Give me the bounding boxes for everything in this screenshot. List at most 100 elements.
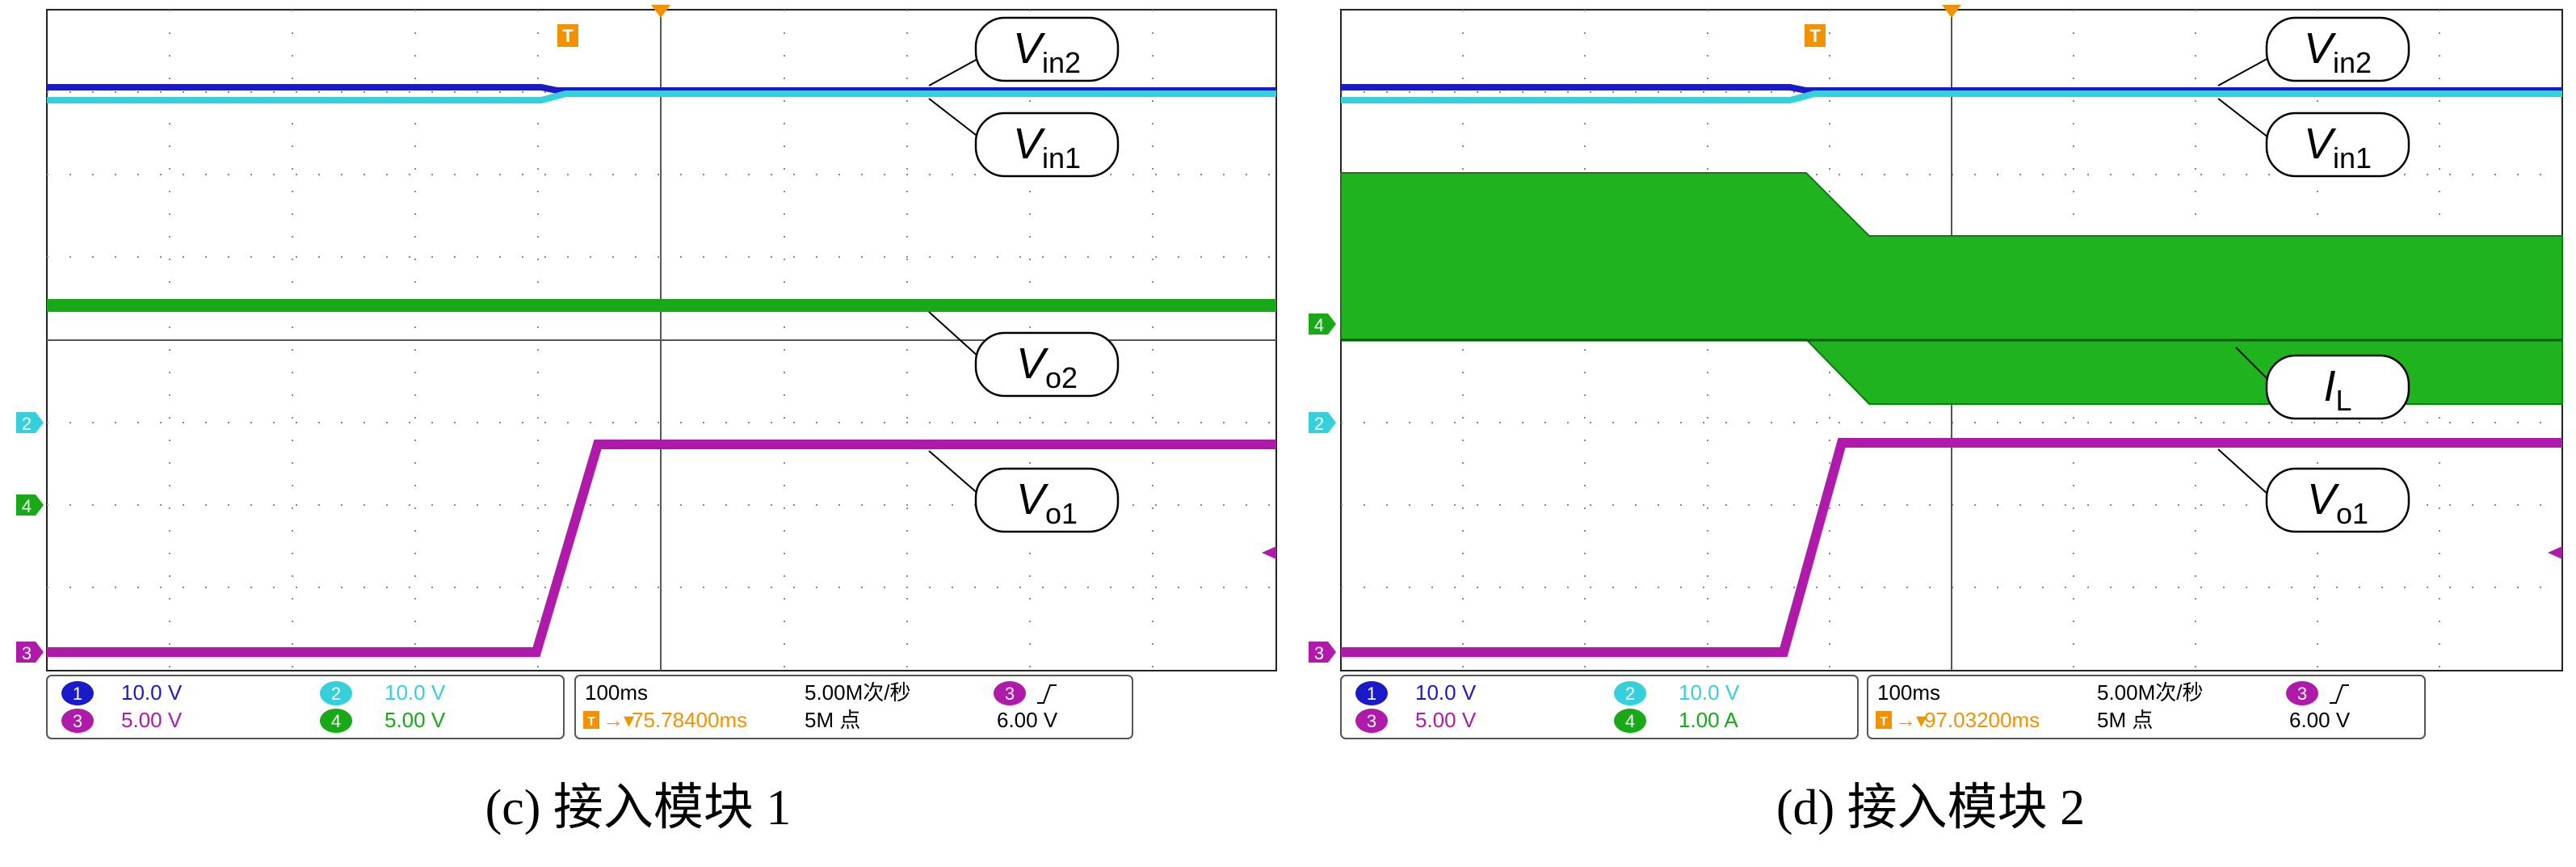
trace-label-il: IL	[2265, 354, 2410, 420]
svg-text:4: 4	[1314, 315, 1324, 335]
trace-label-vo1: Vo1	[2265, 467, 2410, 533]
ground-marker-3: 3	[1309, 642, 1336, 663]
trace-vo1	[1341, 438, 2562, 657]
svg-text:3: 3	[1005, 684, 1015, 704]
svg-text:10.0 V: 10.0 V	[385, 680, 446, 705]
svg-text:Vo1: Vo1	[2307, 475, 2368, 530]
acquisition-readout	[1867, 675, 2426, 739]
svg-text:T: T	[1880, 715, 1888, 729]
trace-vin2	[47, 84, 1276, 94]
record-length: 5M 点	[2097, 708, 2153, 732]
caption-c: (c) 接入模块 1	[485, 781, 792, 835]
trigger-center-marker	[651, 5, 670, 18]
svg-text:5.00 V: 5.00 V	[1415, 708, 1477, 732]
svg-text:Vin1: Vin1	[1013, 120, 1081, 175]
trigger-center-marker	[1942, 5, 1961, 18]
channel-3-readout: 3 5.00 V	[61, 708, 183, 733]
trace-label-vo2: Vo2	[974, 331, 1120, 398]
trace-label-vin2: Vin2	[2265, 16, 2410, 82]
svg-text:→▾: →▾	[1895, 708, 1927, 732]
acquisition-readout	[574, 675, 1133, 739]
rising-edge-icon	[1037, 684, 1057, 704]
ground-marker-4: 4	[16, 495, 44, 516]
trigger-level: 6.00 V	[2289, 708, 2351, 732]
svg-text:Vin2: Vin2	[2304, 24, 2372, 79]
sample-rate: 5.00M次/秒	[805, 680, 911, 705]
ground-marker-2: 2	[16, 412, 44, 434]
record-length: 5M 点	[805, 708, 860, 732]
channel-readout	[1340, 675, 1859, 739]
svg-text:4: 4	[22, 496, 32, 516]
caption-d: (d) 接入模块 2	[1775, 781, 2086, 835]
trigger-level: 6.00 V	[997, 708, 1058, 732]
trace-vo1	[47, 440, 1276, 657]
svg-text:4: 4	[331, 711, 341, 731]
grid	[47, 10, 1276, 671]
trigger-position-readout: T →▾ 97.03200ms	[1876, 708, 2040, 732]
svg-text:3: 3	[1367, 711, 1376, 731]
scope-panel-c: T 2 4 3 Vin2 Vin1 Vo2 Vo1 1	[0, 0, 1284, 764]
trigger-level-marker	[1262, 546, 1276, 559]
svg-text:1.00 A: 1.00 A	[1679, 708, 1738, 732]
svg-text:4: 4	[1625, 711, 1635, 731]
timebase: 100ms	[585, 680, 648, 705]
svg-text:T: T	[1809, 26, 1821, 46]
trace-vin2	[1341, 84, 2562, 94]
trigger-channel-readout: 3	[2286, 681, 2349, 705]
svg-text:Vin2: Vin2	[1013, 24, 1081, 79]
channel-3-readout: 3 5.00 V	[1355, 708, 1477, 733]
svg-text:1: 1	[1367, 684, 1376, 704]
trigger-channel-readout: 3	[994, 681, 1057, 705]
svg-text:→▾: →▾	[603, 708, 634, 732]
svg-text:5.00 V: 5.00 V	[121, 708, 183, 732]
svg-text:10.0 V: 10.0 V	[1679, 680, 1740, 705]
channel-2-readout: 2 10.0 V	[320, 680, 446, 705]
svg-text:T: T	[587, 715, 595, 729]
svg-text:75.78400ms: 75.78400ms	[632, 708, 747, 732]
svg-text:10.0 V: 10.0 V	[121, 680, 183, 705]
scope-screen-d: T 4 2 3 Vin2 Vin1 IL Vo1 1 10.0 V	[1309, 5, 2563, 739]
trace-label-vin1: Vin1	[974, 112, 1120, 178]
ground-marker-2: 2	[1309, 412, 1336, 434]
trigger-position-marker: T	[1805, 24, 1826, 47]
svg-text:3: 3	[2297, 684, 2307, 704]
rising-edge-icon	[2330, 684, 2349, 704]
svg-text:3: 3	[1314, 643, 1324, 663]
channel-readout	[46, 675, 565, 739]
svg-text:T: T	[562, 26, 574, 46]
svg-text:2: 2	[331, 684, 341, 704]
ground-marker-4: 4	[1309, 314, 1336, 335]
svg-text:5.00 V: 5.00 V	[385, 708, 446, 732]
svg-text:Vin1: Vin1	[2304, 120, 2372, 175]
trigger-level-marker	[2548, 546, 2562, 559]
svg-text:Vo2: Vo2	[1016, 339, 1078, 394]
trigger-position-marker: T	[557, 24, 578, 47]
sample-rate: 5.00M次/秒	[2097, 680, 2204, 705]
svg-text:2: 2	[1314, 414, 1324, 434]
channel-1-readout: 1 10.0 V	[61, 680, 183, 705]
svg-text:3: 3	[73, 711, 82, 731]
ground-marker-3: 3	[16, 642, 44, 663]
svg-text:Vo1: Vo1	[1016, 475, 1078, 530]
trace-label-vin2: Vin2	[974, 16, 1120, 82]
callout-leaders	[928, 57, 980, 495]
trigger-position-readout: T →▾ 75.78400ms	[583, 708, 747, 732]
channel-4-readout: 4 5.00 V	[320, 708, 446, 733]
channel-1-readout: 1 10.0 V	[1355, 680, 1477, 705]
scope-screen-c: T 2 4 3 Vin2 Vin1 Vo2 Vo1 1	[16, 5, 1277, 739]
channel-4-readout: 4 1.00 A	[1614, 708, 1738, 733]
trace-label-vo1: Vo1	[974, 467, 1120, 533]
svg-text:3: 3	[22, 643, 32, 663]
svg-text:1: 1	[73, 684, 82, 704]
timebase: 100ms	[1877, 680, 1940, 705]
svg-text:10.0 V: 10.0 V	[1415, 680, 1477, 705]
trace-vin1	[47, 90, 1276, 103]
svg-text:2: 2	[22, 414, 32, 434]
scope-panel-d: T 4 2 3 Vin2 Vin1 IL Vo1 1 10.0 V	[1289, 0, 2574, 764]
svg-text:IL: IL	[2323, 362, 2351, 417]
trace-label-vin1: Vin1	[2265, 112, 2410, 178]
channel-2-readout: 2 10.0 V	[1614, 680, 1740, 705]
svg-text:2: 2	[1625, 684, 1635, 704]
callout-leaders	[2217, 57, 2269, 495]
trace-vin1	[1341, 90, 2562, 103]
